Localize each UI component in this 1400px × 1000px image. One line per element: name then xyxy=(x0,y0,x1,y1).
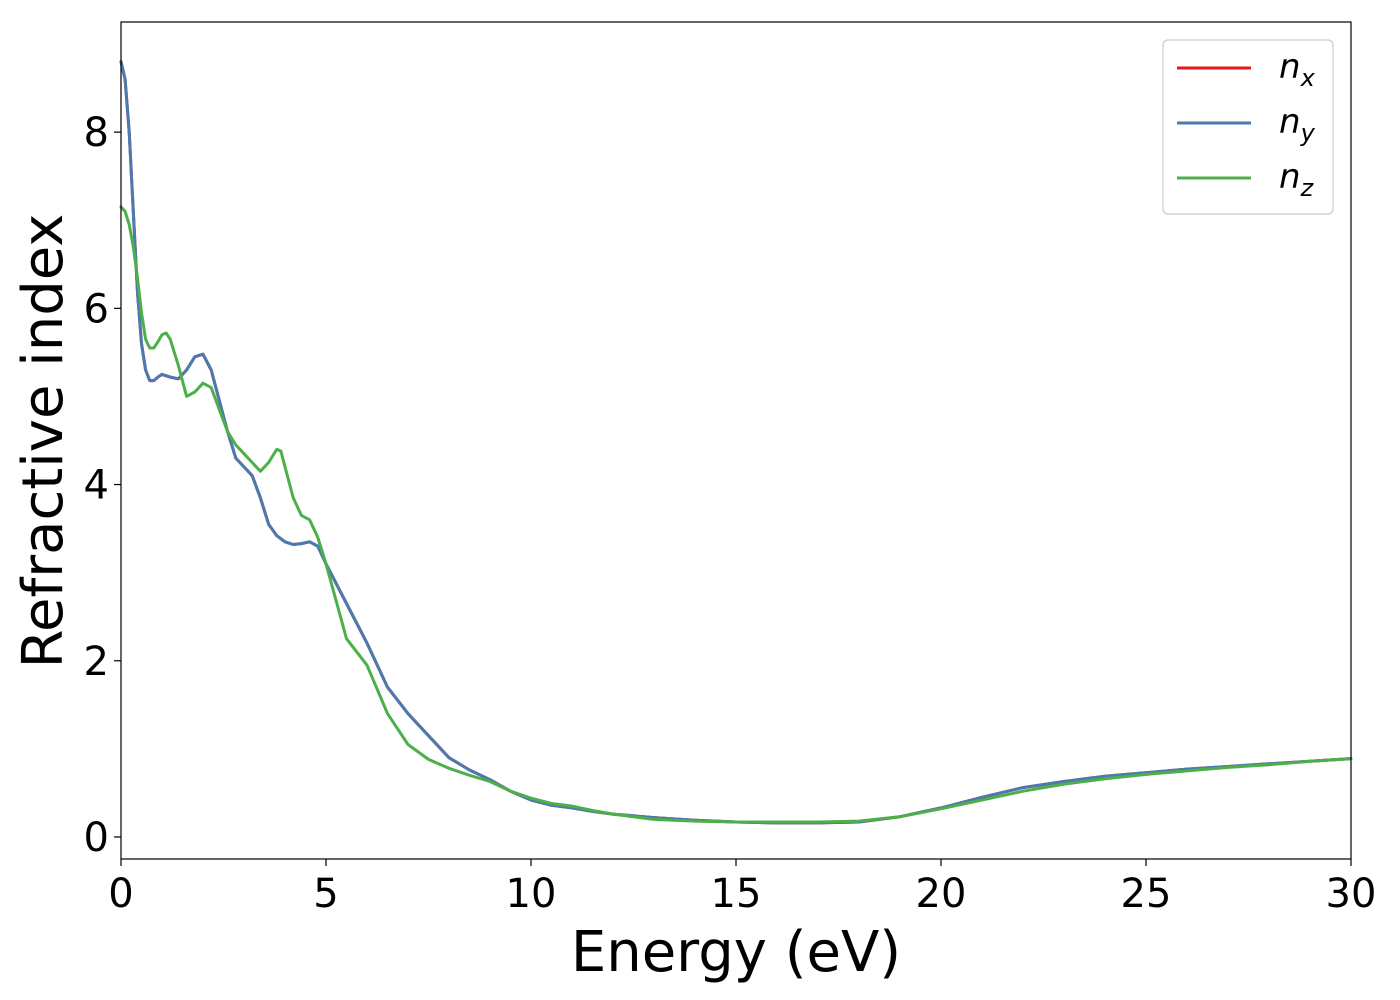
x-tick-label: 30 xyxy=(1326,871,1377,917)
legend-label-y: ny xyxy=(1279,102,1316,147)
y-axis-title: Refractive index xyxy=(11,214,76,669)
x-tick-label: 5 xyxy=(313,871,338,917)
x-tick-label: 15 xyxy=(711,871,762,917)
x-tick-label: 20 xyxy=(916,871,967,917)
legend: nx ny nz xyxy=(1162,39,1334,215)
x-tick-label: 10 xyxy=(506,871,557,917)
legend-box xyxy=(1162,39,1334,215)
series-line-z xyxy=(119,205,1353,824)
legend-label-z: nz xyxy=(1279,157,1315,202)
x-tick-label: 0 xyxy=(108,871,133,917)
legend-label-x: nx xyxy=(1279,47,1316,92)
y-tick-label: 6 xyxy=(84,286,109,332)
y-tick-label: 8 xyxy=(84,110,109,156)
y-tick-label: 0 xyxy=(84,815,109,861)
y-tick-label: 4 xyxy=(84,463,109,509)
x-tick-label: 25 xyxy=(1121,871,1172,917)
axis-layer: 0 5 10 15 20 25 30 0 2 4 6 8 xyxy=(84,21,1377,917)
x-axis-title: Energy (eV) xyxy=(571,920,901,985)
series-layer xyxy=(119,60,1353,825)
y-tick-label: 2 xyxy=(84,639,109,685)
